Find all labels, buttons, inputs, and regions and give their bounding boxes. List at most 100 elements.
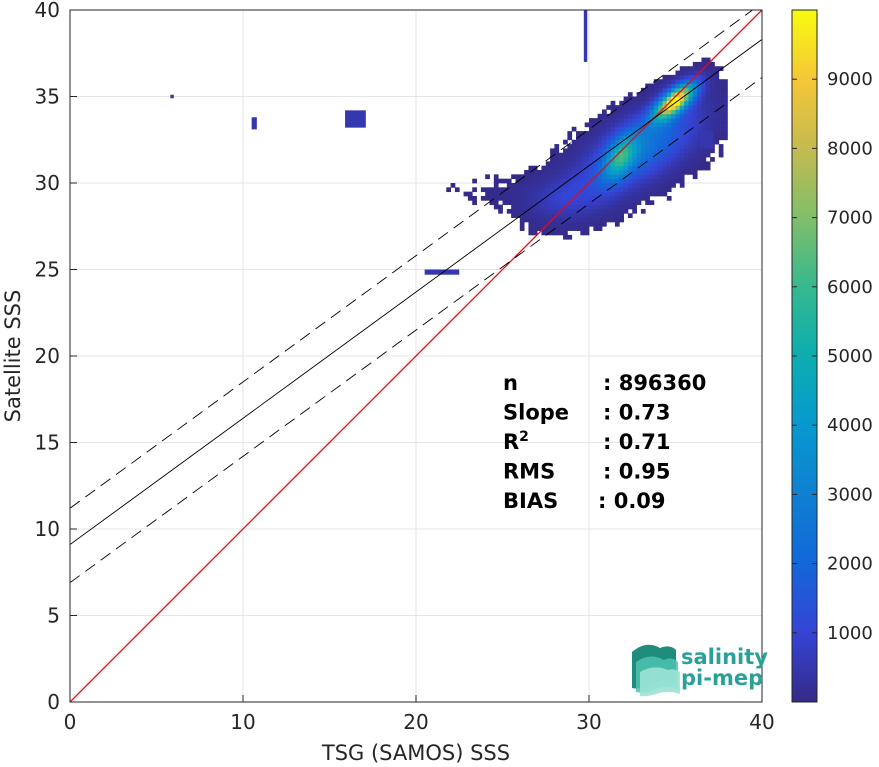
density-cell — [692, 61, 698, 67]
density-cell — [601, 157, 607, 162]
density-cell — [601, 213, 607, 218]
density-cell — [688, 113, 694, 119]
density-cell — [601, 204, 607, 210]
density-cell — [671, 144, 676, 149]
density-cell — [658, 170, 663, 175]
density-cell — [688, 144, 694, 149]
density-cell — [567, 208, 573, 214]
density-cell — [614, 157, 620, 162]
density-cell — [671, 170, 676, 175]
density-cell — [658, 152, 663, 158]
density-cell — [601, 135, 607, 141]
density-cell — [563, 208, 568, 214]
density-cell — [610, 165, 616, 171]
density-cell — [675, 109, 681, 115]
density-cell — [524, 174, 529, 180]
density-cell — [675, 100, 681, 106]
density-cell — [614, 165, 620, 171]
density-cell — [524, 213, 529, 218]
density-cell — [576, 157, 581, 162]
density-cell — [632, 157, 637, 162]
density-cell — [528, 226, 534, 231]
density-cell — [576, 213, 581, 218]
density-cell — [576, 144, 581, 149]
density-cell — [532, 204, 538, 210]
density-cell — [666, 144, 672, 149]
density-cell — [485, 195, 490, 201]
density-cell — [636, 148, 642, 154]
density-cell — [666, 161, 672, 167]
density-cell — [645, 96, 650, 102]
density-cell — [692, 161, 698, 167]
density-cell — [498, 187, 503, 193]
density-cell — [714, 96, 720, 102]
density-cell — [640, 105, 646, 110]
density-cell — [701, 157, 707, 162]
density-cell — [684, 165, 689, 171]
density-cell — [576, 139, 581, 145]
density-cell — [584, 213, 590, 218]
density-cell — [601, 126, 607, 132]
density-cell — [563, 170, 568, 175]
density-cell — [584, 195, 590, 201]
density-cell — [601, 144, 607, 149]
density-cell — [593, 183, 599, 188]
density-cell — [684, 74, 689, 80]
density-cell — [550, 230, 555, 236]
density-cell — [528, 165, 534, 171]
density-cell — [718, 126, 724, 132]
density-cell — [528, 217, 534, 223]
density-cell — [692, 118, 698, 123]
density-cell — [528, 204, 534, 210]
density-cell — [649, 96, 655, 102]
density-cell — [627, 113, 633, 119]
density-cell — [653, 178, 659, 184]
density-cell — [692, 105, 698, 110]
density-cell — [485, 187, 490, 193]
density-cell — [614, 187, 620, 193]
density-cell — [623, 204, 629, 210]
density-cell — [558, 161, 564, 167]
density-cell — [450, 183, 456, 188]
density-cell — [610, 100, 616, 106]
density-cell — [645, 144, 650, 149]
density-cell — [515, 187, 521, 193]
density-cell — [589, 131, 594, 136]
density-cell — [692, 122, 698, 128]
density-cell — [701, 74, 707, 80]
density-cell — [597, 183, 603, 188]
density-cell — [571, 157, 577, 162]
density-cell — [636, 183, 642, 188]
density-cell — [718, 96, 724, 102]
density-cell — [627, 195, 633, 201]
density-cell — [537, 204, 542, 210]
density-cell — [640, 152, 646, 158]
density-cell — [606, 183, 612, 188]
density-cell — [723, 96, 728, 102]
density-cell — [662, 118, 668, 123]
density-cell — [649, 200, 655, 206]
density-cell — [563, 226, 568, 231]
density-cell — [627, 92, 633, 97]
density-cell — [675, 157, 681, 162]
density-cell — [563, 178, 568, 184]
density-cell — [545, 191, 551, 197]
density-cell — [649, 161, 655, 167]
density-cell — [545, 213, 551, 218]
density-cell — [649, 83, 655, 89]
density-cell — [705, 57, 711, 63]
density-cell — [493, 200, 499, 206]
density-cell — [692, 96, 698, 102]
density-cell — [697, 79, 702, 84]
density-cell — [697, 152, 702, 158]
density-cell — [675, 161, 681, 167]
density-cell — [640, 208, 646, 214]
density-cell — [649, 174, 655, 180]
density-cell — [653, 144, 659, 149]
density-cell — [541, 221, 547, 227]
density-cell — [541, 178, 547, 184]
density-cell — [567, 165, 573, 171]
density-cell — [623, 200, 629, 206]
density-cell — [563, 183, 568, 188]
density-cell — [697, 118, 702, 123]
